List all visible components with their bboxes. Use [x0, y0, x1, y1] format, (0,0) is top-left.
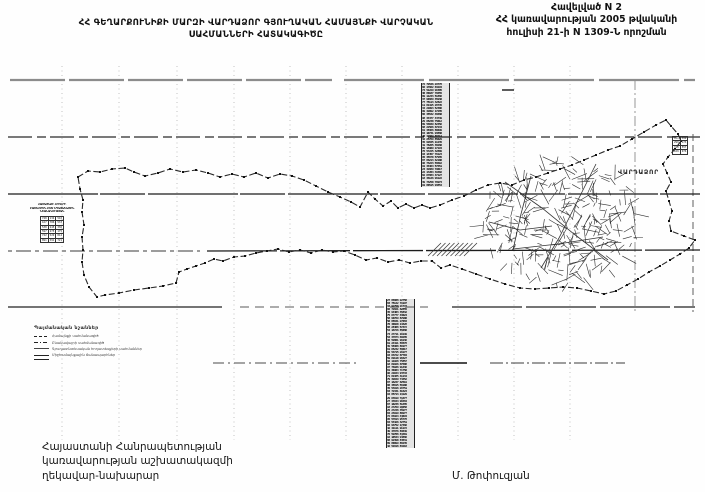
coordinate-table-strip-upper: 72 79546 29778 66 17662 63294 74 51229 9…	[421, 83, 450, 187]
legend-line-symbol-icon	[34, 340, 49, 345]
annex-line-1: Հավելված N 2	[551, 2, 622, 13]
legend-item: Համայնքի սահմանագիծ	[34, 333, 164, 339]
table-cell: 391	[47, 237, 57, 244]
table-cell: 336	[55, 224, 65, 231]
table-cell: 721	[55, 237, 65, 244]
page-title: ՀՀ ԳԵՂԱՐՔՈՒՆԻՔԻ ՄԱՐԶԻ ՎԱՐԴԱՁՈՐ ԳՅՈՒՂԱԿԱՆ…	[38, 18, 474, 41]
land-explication-block: ՀԱՄԱՅՆՔԻ ՀՈՂԵՐԻ ԲԱՇԽՈՒՄՆ ԸՍՏ ՆՊԱՏԱԿԱՅԻՆ ՆՇ…	[26, 202, 78, 244]
table-cell: 533	[55, 220, 65, 226]
signature-name: Մ. Թոփուզյան	[452, 470, 530, 482]
table-row: 167 786 533	[39, 220, 65, 226]
table-cell: 814	[55, 233, 65, 239]
signatory-line-2: կառավարության աշխատակազմի	[42, 455, 233, 468]
right-margin-table: 931 399 299 173 310 557 169 976	[672, 134, 689, 155]
signatory-title-block: Հայաստանի Հանրապետության կառավարության ա…	[42, 440, 233, 483]
legend-title: Պայմանական նշաններ	[34, 326, 99, 331]
land-explication-title: ՀԱՄԱՅՆՔԻ ՀՈՂԵՐԻ ԲԱՇԽՈՒՄՆ ԸՍՏ ՆՊԱՏԱԿԱՅԻՆ ՆՇ…	[26, 202, 78, 214]
legend-line-symbol-icon	[34, 334, 49, 339]
annex-reference: Հավելված N 2 ՀՀ կառավարության 2005 թվակա…	[468, 2, 705, 39]
signatory-line-1: Հայաստանի Հանրապետության	[42, 441, 222, 453]
info-title-line: ՆՇԱՆԱԿՈՒԹՅԱՆ	[39, 209, 65, 214]
map-legend: Պայմանական նշաններ Համայնքի սահմանագիծ Բն…	[34, 326, 164, 360]
table-cell: 976	[679, 149, 689, 155]
legend-item: Բնակավայրի սահմանագիծ	[34, 339, 164, 345]
legend-item-label: Գյուղատնտեսական հողատեսքերի սահմաններ	[52, 346, 142, 351]
table-row: 169 976	[672, 149, 689, 155]
legend-item: Միջհամայնքային ճանապարհներ	[34, 352, 164, 360]
table-cell: 891	[39, 237, 49, 244]
title-line-1: ՀՀ ԳԵՂԱՐՔՈՒՆԻՔԻ ՄԱՐԶԻ ՎԱՐԴԱՁՈՐ ԳՅՈՒՂԱԿԱՆ…	[78, 18, 434, 28]
coordinate-table-strip-lower: 27 86608 22758 83 75142 71997 33 92750 2…	[386, 299, 415, 448]
table-row: 891 391 721	[39, 237, 65, 244]
legend-line-symbol-icon	[34, 353, 49, 360]
info-title-line: ԲԱՇԽՈՒՄՆ ԸՍՏ ՆՊԱՏԱԿԱՅԻՆ	[29, 205, 75, 210]
legend-items: Համայնքի սահմանագիծ Բնակավայրի սահմանագիծ…	[34, 333, 164, 360]
table-row: 742 529 814	[39, 233, 65, 239]
info-title-line: ՀԱՄԱՅՆՔԻ ՀՈՂԵՐԻ	[38, 202, 66, 206]
settlement-label: ՎԱՐԴԱՁՈՐ	[618, 169, 659, 176]
legend-item-label: Համայնքի սահմանագիծ	[52, 334, 99, 339]
legend-line-symbol-icon	[34, 346, 49, 351]
title-line-2: ՍԱՀՄԱՆՆԵՐԻ ՀԱՏԱԿԱԳԻԾԸ	[188, 29, 324, 40]
table-row: 538 245 336	[39, 224, 65, 231]
legend-item-label: Բնակավայրի սահմանագիծ	[52, 340, 105, 345]
table-cell: 173	[679, 140, 689, 146]
signatory-line-3: ղեկավար-նախարար	[42, 469, 160, 482]
annex-line-3: հուլիսի 21-ի N 1309-Ն որոշման	[506, 26, 667, 38]
right-margin-table-grid: 931 399 299 173 310 557 169 976	[672, 135, 689, 155]
legend-item: Գյուղատնտեսական հողատեսքերի սահմաններ	[34, 346, 164, 352]
table-row: 299 173	[672, 140, 689, 146]
table-cell: 169	[672, 149, 681, 155]
legend-item-label: Միջհամայնքային ճանապարհներ	[52, 353, 116, 358]
annex-line-2: ՀՀ կառավարության 2005 թվականի	[495, 14, 678, 26]
land-explication-table: 748 134 510 167 786 533 538 245 336 597 275 175 742 5…	[39, 215, 65, 244]
